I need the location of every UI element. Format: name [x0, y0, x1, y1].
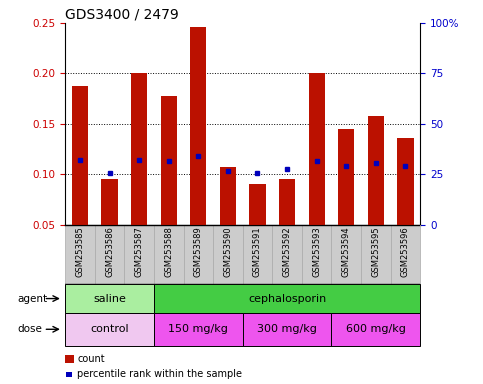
Bar [65, 313, 154, 346]
Text: saline: saline [93, 293, 126, 304]
Bar [220, 167, 236, 225]
Text: control: control [90, 324, 129, 334]
Text: 600 mg/kg: 600 mg/kg [346, 324, 406, 334]
Bar [331, 225, 361, 284]
Bar [309, 73, 325, 225]
Bar [242, 225, 272, 284]
Bar [242, 313, 331, 346]
Bar [154, 225, 184, 284]
Text: GSM253593: GSM253593 [312, 226, 321, 277]
Bar [65, 284, 154, 313]
Bar [154, 313, 243, 346]
Bar [302, 225, 331, 284]
Text: GSM253585: GSM253585 [75, 226, 85, 277]
Bar [398, 138, 413, 225]
Bar [391, 225, 420, 284]
Text: GSM253596: GSM253596 [401, 226, 410, 277]
Text: GSM253587: GSM253587 [135, 226, 143, 277]
Text: GSM253594: GSM253594 [342, 226, 351, 277]
Bar [125, 225, 154, 284]
Text: GSM253595: GSM253595 [371, 226, 380, 277]
Text: GSM253586: GSM253586 [105, 226, 114, 277]
Text: GSM253588: GSM253588 [164, 226, 173, 277]
Bar [154, 284, 420, 313]
Bar [65, 225, 95, 284]
Bar [368, 116, 384, 225]
Bar [184, 225, 213, 284]
Bar [213, 225, 242, 284]
Text: count: count [77, 354, 105, 364]
Bar [279, 179, 295, 225]
Bar [190, 27, 206, 225]
Bar [161, 96, 177, 225]
Bar [331, 313, 420, 346]
Text: GSM253591: GSM253591 [253, 226, 262, 277]
Bar [338, 129, 355, 225]
Text: dose: dose [17, 324, 42, 334]
Text: 150 mg/kg: 150 mg/kg [169, 324, 228, 334]
Bar [72, 86, 88, 225]
Bar [249, 184, 266, 225]
Text: GDS3400 / 2479: GDS3400 / 2479 [65, 8, 179, 22]
Text: agent: agent [17, 293, 47, 304]
Text: GSM253589: GSM253589 [194, 226, 203, 277]
Text: cephalosporin: cephalosporin [248, 293, 326, 304]
Bar [361, 225, 391, 284]
Text: percentile rank within the sample: percentile rank within the sample [77, 369, 242, 379]
Text: 300 mg/kg: 300 mg/kg [257, 324, 317, 334]
Text: GSM253592: GSM253592 [283, 226, 292, 277]
Bar [101, 179, 118, 225]
Bar [131, 73, 147, 225]
Text: GSM253590: GSM253590 [224, 226, 232, 277]
Bar [95, 225, 125, 284]
Bar [272, 225, 302, 284]
